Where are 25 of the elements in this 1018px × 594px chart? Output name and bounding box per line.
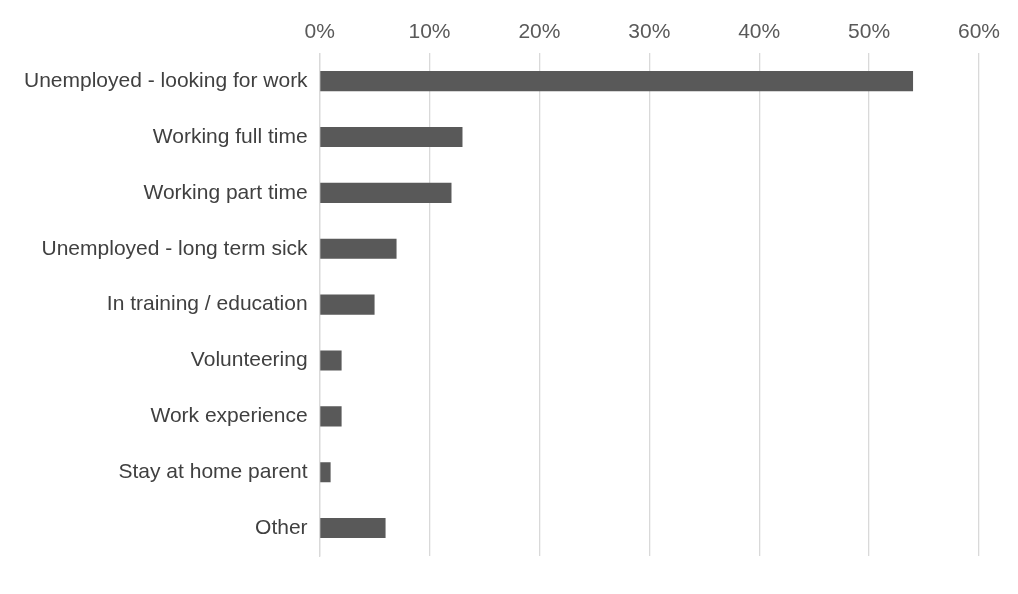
y-tick-label: Volunteering <box>190 347 308 371</box>
bar <box>320 518 386 539</box>
y-tick-label: Unemployed - long term sick <box>41 235 309 259</box>
bar <box>320 462 331 483</box>
bar <box>320 126 463 148</box>
x-tick-label: 40% <box>738 19 781 43</box>
x-tick-label: 50% <box>848 19 891 43</box>
bar <box>320 294 375 315</box>
bar <box>320 238 397 259</box>
y-tick-label: Working full time <box>152 123 308 147</box>
bar <box>320 350 342 371</box>
x-tick-label: 0% <box>304 19 335 43</box>
x-tick-label: 10% <box>408 19 451 43</box>
x-tick-label: 20% <box>518 19 561 43</box>
y-tick-label: Working part time <box>143 179 308 203</box>
x-tick-label: 30% <box>628 19 671 43</box>
y-tick-label: Work experience <box>150 403 308 427</box>
y-tick-label: Other <box>255 514 308 538</box>
y-tick-label: Stay at home parent <box>118 459 308 482</box>
bar <box>320 406 342 427</box>
bar <box>320 71 914 92</box>
y-tick-label: Unemployed - looking for work <box>24 67 309 91</box>
bar <box>320 182 452 203</box>
y-tick-label: In training / education <box>106 291 308 315</box>
x-tick-label: 60% <box>957 19 1000 43</box>
